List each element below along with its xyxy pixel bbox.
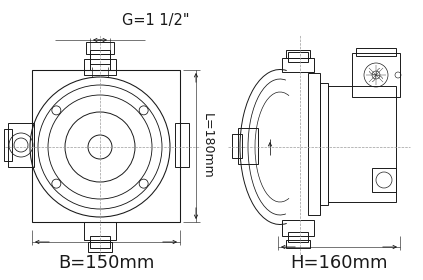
Text: B=150mm: B=150mm: [58, 254, 154, 272]
Bar: [356, 48, 396, 56]
Bar: [90, 236, 110, 248]
Bar: [282, 58, 314, 72]
Bar: [86, 42, 114, 54]
Bar: [88, 242, 112, 252]
Bar: [352, 53, 400, 97]
Bar: [286, 50, 310, 58]
Bar: [308, 73, 320, 215]
Text: G=1 1/2": G=1 1/2": [122, 13, 190, 28]
Text: H=160mm: H=160mm: [290, 254, 388, 272]
Bar: [288, 52, 308, 62]
Bar: [90, 50, 110, 70]
Bar: [175, 123, 189, 167]
Bar: [286, 240, 310, 248]
Bar: [8, 123, 34, 167]
Bar: [282, 220, 314, 236]
Text: L=180mm: L=180mm: [201, 113, 214, 179]
Bar: [288, 232, 308, 242]
Bar: [84, 59, 116, 75]
Bar: [4, 129, 12, 161]
Bar: [32, 70, 180, 222]
Bar: [238, 128, 258, 164]
Bar: [232, 134, 242, 158]
Bar: [372, 168, 396, 192]
Bar: [328, 86, 396, 202]
Bar: [320, 83, 328, 205]
Bar: [84, 222, 116, 240]
Bar: [90, 54, 110, 64]
